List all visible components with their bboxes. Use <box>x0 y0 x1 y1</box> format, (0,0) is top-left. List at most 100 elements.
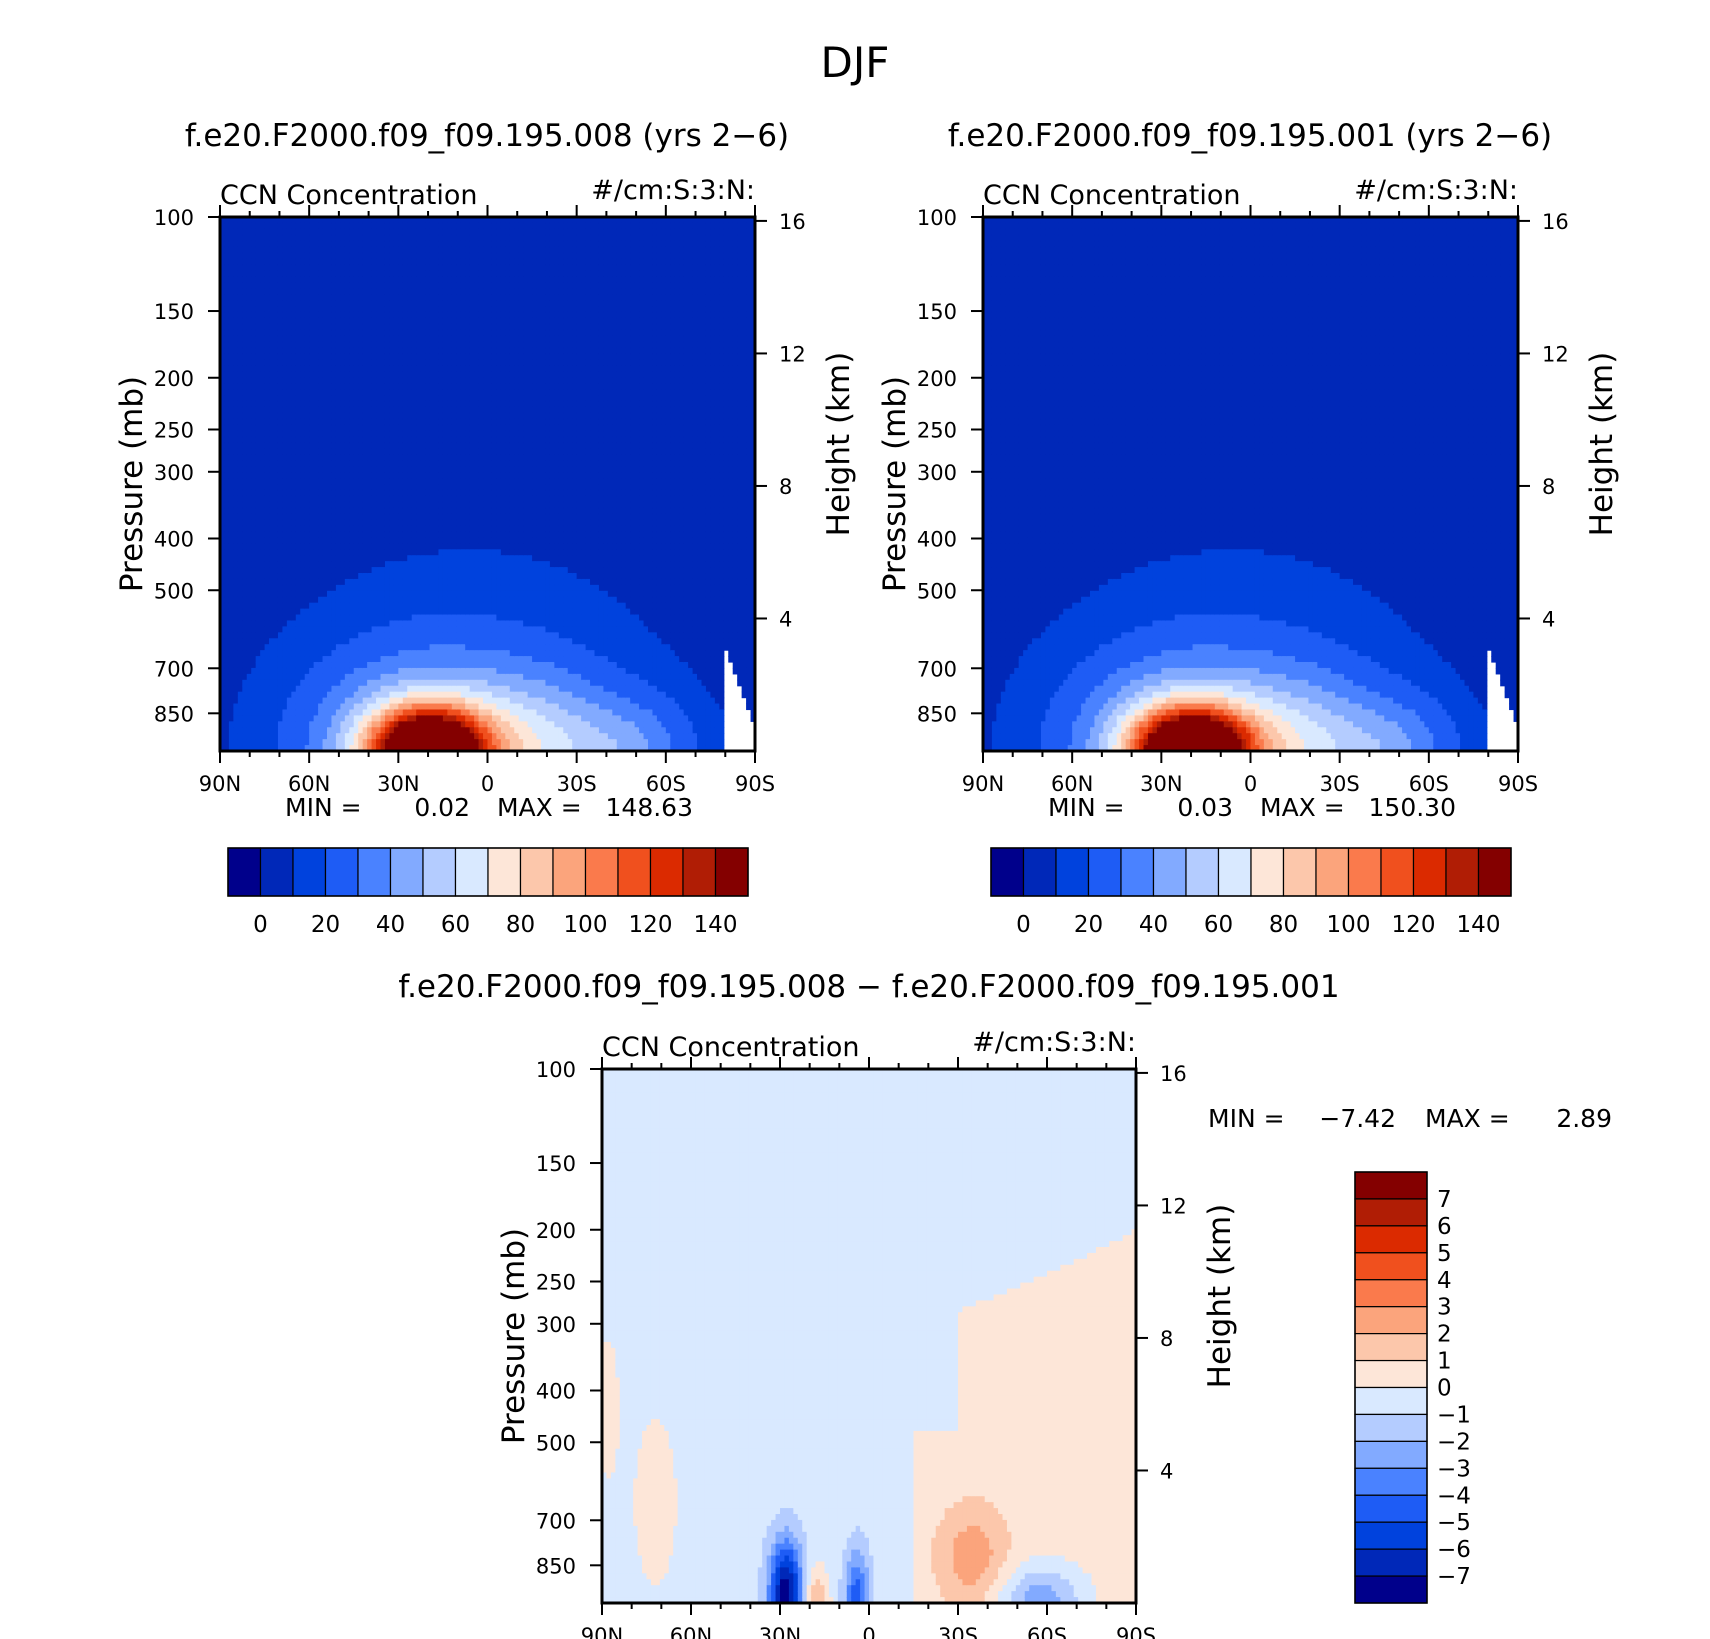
field-cell <box>371 442 377 449</box>
field-cell <box>327 513 333 521</box>
field-cell <box>358 317 364 325</box>
field-cell <box>264 537 270 544</box>
field-cell <box>309 424 315 432</box>
field-cell <box>425 418 431 426</box>
field-cell <box>376 561 382 568</box>
field-cell <box>242 715 248 722</box>
field-cell <box>255 294 261 301</box>
field-cell <box>411 418 417 426</box>
field-cell <box>411 282 417 289</box>
field-cell <box>340 691 346 699</box>
field-cell <box>242 436 248 444</box>
field-cell <box>456 228 462 236</box>
field-cell <box>429 573 435 580</box>
field-cell <box>416 703 422 711</box>
field-cell <box>282 371 288 378</box>
field-cell <box>233 495 239 503</box>
field-cell <box>304 561 310 568</box>
field-cell <box>335 430 341 438</box>
field-cell <box>300 697 306 705</box>
field-cell <box>389 626 395 633</box>
field-cell <box>362 662 368 669</box>
field-cell <box>255 454 261 461</box>
field-cell <box>402 513 408 521</box>
field-cell <box>335 691 341 699</box>
field-cell <box>344 430 350 438</box>
field-cell <box>309 561 315 568</box>
field-cell <box>358 282 364 289</box>
field-cell <box>362 222 368 230</box>
field-cell <box>442 697 448 705</box>
field-cell <box>456 484 462 491</box>
field-cell <box>451 578 457 586</box>
field-cell <box>367 709 373 716</box>
field-cell <box>291 448 297 455</box>
field-cell <box>295 620 301 627</box>
field-cell <box>411 733 417 740</box>
field-cell <box>282 484 288 491</box>
field-cell <box>313 466 319 473</box>
field-cell <box>233 656 239 663</box>
field-cell <box>331 395 337 402</box>
field-cell <box>384 424 391 432</box>
field-cell <box>309 365 315 372</box>
field-cell <box>425 222 431 230</box>
field-cell <box>442 484 448 491</box>
field-cell <box>340 507 346 515</box>
field-cell <box>402 650 408 657</box>
field-cell <box>447 685 453 693</box>
field-cell <box>411 549 417 556</box>
field-cell <box>335 424 341 432</box>
field-cell <box>242 650 248 657</box>
field-cell <box>349 294 355 301</box>
field-cell <box>304 650 310 657</box>
field-cell <box>451 703 457 711</box>
field-cell <box>367 472 373 479</box>
field-cell <box>460 430 466 438</box>
field-cell <box>353 573 359 580</box>
field-cell <box>456 614 462 622</box>
field-cell <box>273 638 279 645</box>
field-cell <box>237 555 243 562</box>
field-cell <box>255 679 261 687</box>
field-cell <box>295 590 301 598</box>
field-cell <box>331 436 337 444</box>
field-cell <box>358 673 364 681</box>
field-cell <box>242 513 248 521</box>
field-cell <box>380 638 386 645</box>
field-cell <box>286 478 292 485</box>
field-cell <box>228 400 234 408</box>
field-cell <box>277 335 284 343</box>
field-cell <box>309 430 315 438</box>
field-cell <box>237 638 243 645</box>
field-cell <box>242 341 248 349</box>
field-cell <box>335 406 341 414</box>
field-cell <box>451 317 457 325</box>
field-cell <box>429 353 435 360</box>
field-cell <box>376 395 382 402</box>
field-cell <box>447 620 453 627</box>
field-cell <box>277 632 284 639</box>
field-cell <box>327 691 333 699</box>
field-cell <box>273 667 279 675</box>
field-cell <box>322 673 328 681</box>
field-cell <box>322 270 328 277</box>
contour-field <box>220 217 756 752</box>
field-cell <box>286 258 292 266</box>
field-cell <box>313 288 319 295</box>
field-cell <box>367 484 373 491</box>
field-cell <box>358 721 364 728</box>
field-cell <box>246 733 252 740</box>
field-cell <box>344 454 350 461</box>
field-cell <box>398 442 404 449</box>
field-cell <box>362 448 368 455</box>
field-cell <box>384 614 391 622</box>
field-cell <box>304 288 310 295</box>
field-cell <box>402 602 408 610</box>
field-cell <box>353 317 359 325</box>
field-cell <box>309 448 315 455</box>
field-cell <box>304 240 310 248</box>
field-cell <box>291 513 297 521</box>
field-cell <box>384 406 391 414</box>
field-cell <box>255 264 261 271</box>
